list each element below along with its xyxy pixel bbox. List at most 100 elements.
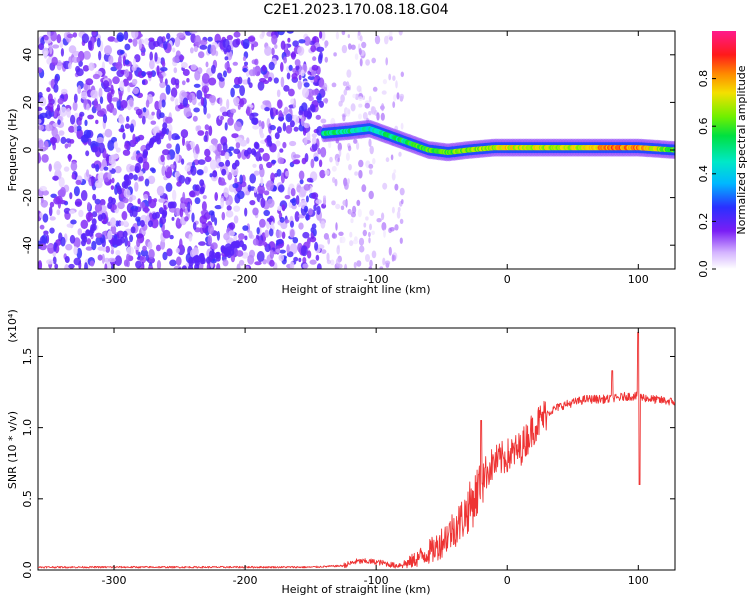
colorbar: 0.0 0.2 0.4 0.6 0.8 Normalized spectral ampl… [697,31,748,278]
noise-speckle [174,171,180,178]
noise-speckle [45,124,53,132]
noise-speckle [39,112,48,119]
noise-speckle [151,168,156,174]
noise-speckle [97,254,103,261]
noise-speckle [277,99,283,109]
sparse-speckle [396,92,400,100]
colorbar-gradient [712,31,736,269]
noise-speckle [87,40,93,51]
noise-streak [303,110,309,118]
noise-speckle [58,130,65,136]
noise-speckle [274,44,278,49]
noise-speckle [166,33,171,40]
noise-speckle [218,161,225,167]
sparse-speckle [358,103,363,108]
noise-speckle [68,62,72,70]
noise-speckle [270,221,275,231]
noise-speckle [279,216,285,223]
noise-speckle [204,124,210,131]
noise-speckle [316,93,322,104]
noise-speckle [281,204,285,210]
noise-speckle [56,104,61,112]
noise-speckle [203,105,207,115]
noise-speckle [233,205,241,212]
noise-speckle [135,108,143,116]
sparse-speckle [389,31,393,37]
noise-speckle [280,62,284,72]
noise-speckle [126,115,130,123]
noise-speckle [122,197,129,204]
noise-speckle [99,96,104,104]
noise-streak [155,132,161,140]
noise-speckle [184,176,191,185]
noise-speckle [132,87,139,95]
sparse-speckle [394,183,399,191]
noise-speckle [60,48,64,57]
noise-speckle [257,184,265,195]
noise-speckle [264,229,269,238]
sparse-speckle [368,237,371,244]
noise-speckle [234,177,238,185]
noise-speckle [160,154,165,163]
sparse-speckle [359,58,363,67]
noise-speckle [311,223,317,230]
sparse-speckle [395,80,398,89]
noise-speckle [73,124,78,134]
noise-speckle [303,82,310,88]
noise-speckle [252,238,259,246]
noise-speckle [124,69,130,78]
noise-speckle [166,154,171,161]
noise-speckle [148,265,154,269]
noise-speckle [129,97,134,107]
spectrogram-x-tick-label: -300 [102,273,127,286]
noise-speckle [208,125,213,137]
colorbar-tick-label: 0.2 [697,213,710,231]
noise-speckle [226,205,232,211]
noise-streak [143,149,148,157]
noise-streak [194,254,200,262]
noise-speckle [229,113,234,119]
noise-speckle [46,259,54,265]
noise-speckle [111,136,117,143]
noise-speckle [50,31,57,42]
sparse-speckle [338,231,344,236]
noise-speckle [236,190,245,200]
noise-speckle [140,249,149,257]
noise-streak [199,179,205,187]
noise-speckle [176,256,182,266]
noise-speckle [193,45,199,53]
noise-speckle [241,252,249,259]
sparse-speckle [376,218,382,223]
noise-speckle [257,81,265,91]
noise-speckle [57,119,61,125]
noise-speckle [292,159,300,165]
noise-streak [209,250,215,258]
noise-speckle [239,139,247,147]
noise-speckle [172,189,177,201]
noise-speckle [196,89,203,100]
noise-speckle [115,147,121,153]
noise-speckle [91,175,95,187]
noise-speckle [225,210,234,218]
noise-speckle [320,118,327,124]
noise-speckle [295,195,300,205]
noise-speckle [68,209,76,215]
noise-speckle [186,78,190,83]
figure-title: C2E1.2023.170.08.18.G04 [263,2,448,18]
sparse-speckle [398,31,403,36]
noise-speckle [128,196,133,203]
noise-streak [246,147,252,155]
noise-speckle [56,59,63,71]
noise-speckle [77,228,83,236]
noise-speckle [158,198,166,203]
noise-speckle [269,124,276,131]
sparse-speckle [369,209,375,216]
noise-speckle [253,170,260,176]
noise-speckle [210,44,217,56]
sparse-speckle [374,35,381,45]
sparse-speckle [392,75,396,81]
noise-speckle [247,77,251,85]
noise-speckle [303,137,308,146]
noise-streak [215,251,221,259]
